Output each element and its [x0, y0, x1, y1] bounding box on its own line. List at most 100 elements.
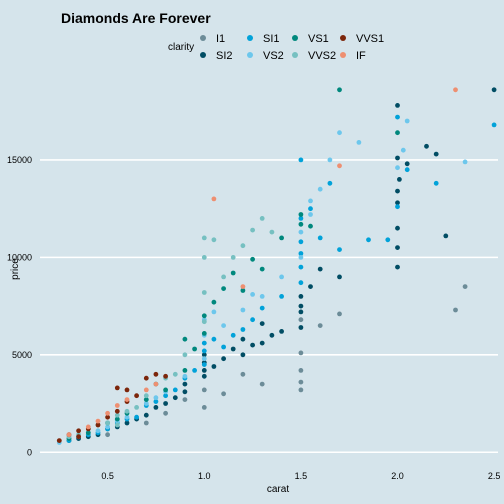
data-point — [491, 122, 497, 128]
data-point — [153, 371, 159, 377]
data-point — [221, 286, 227, 291]
data-point — [240, 243, 246, 249]
data-point — [298, 255, 304, 260]
data-point — [211, 364, 217, 369]
data-point — [279, 235, 284, 241]
legend: clarity I1 SI2 SI1 VS2 VS1 VVS2 VVS1 IF — [168, 33, 384, 62]
data-point — [105, 410, 110, 416]
data-point — [395, 264, 400, 270]
data-point — [66, 432, 72, 438]
data-point — [76, 428, 81, 434]
data-point — [143, 387, 149, 393]
data-point — [221, 344, 227, 350]
data-point — [201, 373, 207, 379]
data-point — [298, 317, 304, 323]
data-point — [298, 216, 304, 221]
data-point — [201, 387, 207, 393]
legend-label: VVS2 — [308, 50, 336, 62]
y-tick-label: 10000 — [7, 252, 32, 262]
data-point — [201, 235, 207, 241]
data-point — [230, 346, 236, 352]
series-i1 — [105, 284, 468, 438]
data-point — [269, 229, 275, 235]
data-point — [134, 405, 140, 410]
data-point — [279, 329, 284, 334]
data-point — [172, 395, 178, 401]
data-point — [259, 216, 265, 221]
data-point — [240, 307, 246, 313]
data-point — [182, 389, 188, 395]
data-point — [201, 313, 207, 319]
data-point — [298, 157, 304, 163]
data-point — [337, 274, 342, 280]
data-point — [395, 103, 400, 108]
data-point — [153, 399, 159, 404]
data-point — [298, 221, 304, 227]
data-point — [279, 274, 284, 280]
data-point — [337, 247, 342, 253]
data-point — [85, 424, 91, 430]
data-point — [298, 264, 304, 270]
data-point — [211, 309, 217, 315]
data-point — [230, 255, 236, 260]
data-point — [201, 331, 207, 336]
data-point — [163, 410, 169, 416]
data-point — [95, 428, 101, 434]
legend-title: clarity — [168, 42, 194, 53]
data-point — [259, 340, 265, 346]
data-point — [143, 412, 149, 418]
series-vs2 — [56, 118, 468, 445]
data-point — [366, 237, 371, 243]
y-tick-label: 15000 — [7, 155, 32, 165]
data-point — [395, 200, 400, 206]
legend-label: SI1 — [263, 33, 280, 45]
data-point — [240, 284, 246, 289]
data-point — [337, 87, 342, 93]
data-point — [443, 233, 449, 239]
data-point — [298, 251, 304, 256]
x-tick-label: 2.5 — [488, 471, 501, 481]
legend-marker — [340, 35, 346, 41]
legend-label: IF — [356, 50, 366, 62]
data-point — [298, 229, 304, 235]
data-point — [124, 408, 130, 414]
data-point — [453, 87, 458, 93]
data-point — [298, 294, 304, 299]
x-tick-label: 1.5 — [295, 471, 308, 481]
x-tick-label: 1.0 — [198, 471, 211, 481]
data-point — [221, 323, 227, 328]
data-point — [114, 403, 120, 408]
data-point — [433, 151, 439, 157]
data-point — [201, 352, 207, 358]
data-point — [395, 225, 400, 231]
data-point — [356, 140, 362, 145]
series-if — [66, 87, 458, 438]
legend-label: VS1 — [308, 33, 329, 45]
data-point — [201, 348, 207, 354]
data-point — [201, 356, 207, 362]
legend-label: VS2 — [263, 50, 284, 62]
data-points — [56, 87, 497, 445]
data-point — [385, 237, 391, 243]
data-point — [240, 336, 246, 342]
data-point — [337, 311, 342, 317]
data-point — [172, 387, 178, 393]
data-point — [404, 118, 410, 124]
data-point — [182, 373, 188, 379]
data-point — [327, 180, 333, 186]
data-point — [298, 387, 304, 393]
data-point — [163, 393, 169, 399]
data-point — [143, 401, 149, 406]
legend-label: SI2 — [216, 50, 233, 62]
data-point — [240, 352, 246, 358]
y-tick-label: 5000 — [12, 350, 32, 360]
series-vvs1 — [56, 371, 169, 443]
data-point — [240, 288, 246, 293]
legend-marker — [200, 52, 206, 58]
data-point — [317, 235, 323, 241]
data-point — [182, 397, 188, 402]
data-point — [424, 143, 429, 149]
data-point — [143, 420, 149, 426]
data-point — [153, 395, 159, 401]
data-point — [192, 346, 198, 352]
